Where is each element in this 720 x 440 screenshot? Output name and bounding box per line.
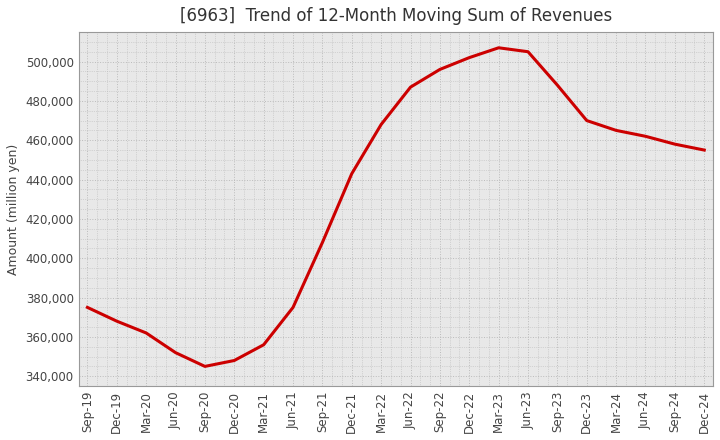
Title: [6963]  Trend of 12-Month Moving Sum of Revenues: [6963] Trend of 12-Month Moving Sum of R… [180,7,612,25]
Y-axis label: Amount (million yen): Amount (million yen) [7,143,20,275]
